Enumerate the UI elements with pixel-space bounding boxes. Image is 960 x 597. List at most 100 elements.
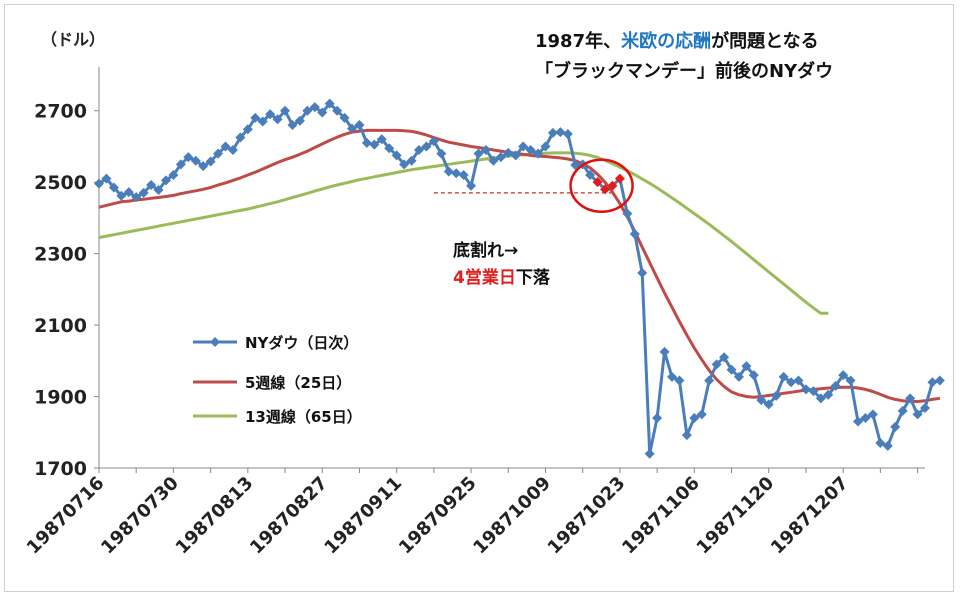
dow-marker <box>146 180 157 191</box>
annotation-line2: 4営業日下落 <box>453 263 550 288</box>
dow-marker <box>369 139 380 150</box>
dow-marker <box>547 127 558 138</box>
dow-marker <box>696 409 707 420</box>
dow-marker <box>116 190 127 201</box>
dow-marker <box>168 170 179 181</box>
dow-marker <box>927 377 938 388</box>
line-chart: 1700 1900 2100 2300 2500 2700 1987071619870730… <box>23 67 945 559</box>
dow-marker <box>533 148 544 159</box>
dow-marker <box>220 141 231 152</box>
dow-marker <box>175 159 186 170</box>
drop-marker <box>600 184 611 195</box>
x-tick-label: 19871106 <box>618 473 704 559</box>
x-tick-label: 19870925 <box>395 473 481 559</box>
drop-marker <box>614 173 625 184</box>
dow-marker <box>413 145 424 156</box>
dow-marker <box>131 192 142 203</box>
dow-marker <box>108 182 119 193</box>
annotation-line1: 底割れ→ <box>453 241 519 261</box>
dow-marker <box>905 393 916 404</box>
dow-marker <box>317 107 328 118</box>
dow-marker <box>287 120 298 131</box>
dow-marker <box>198 161 209 172</box>
dow-marker <box>294 115 305 126</box>
legend-label: 13週線（65日） <box>245 408 362 426</box>
y-tick-label: 1700 <box>34 458 87 480</box>
y-tick-label: 1900 <box>34 387 87 409</box>
dow-marker <box>354 120 365 131</box>
dow-marker <box>451 168 462 179</box>
dow-marker <box>361 137 372 148</box>
dow-marker <box>495 152 506 163</box>
dow-marker <box>443 166 454 177</box>
x-tick-label: 19871207 <box>767 473 853 559</box>
dow-marker <box>480 145 491 156</box>
dow-marker <box>280 105 291 116</box>
legend-marker <box>210 337 220 347</box>
dow-marker <box>376 134 387 145</box>
dow-marker <box>637 267 648 278</box>
chart-title-line1: 1987年、米欧の応酬が問題となる <box>535 27 819 53</box>
dow-marker <box>786 377 797 388</box>
y-axis-label: （ドル） <box>41 30 106 49</box>
legend-label: NYダウ（日次） <box>245 334 358 352</box>
dow-marker <box>339 112 350 123</box>
y-tick-label: 2100 <box>34 315 87 337</box>
dow-marker <box>867 409 878 420</box>
y-tick-label: 2500 <box>34 172 87 194</box>
chart-frame: 1700 1900 2100 2300 2500 2700 19870716 19870730… <box>4 4 954 592</box>
dow-marker <box>704 375 715 386</box>
dow-marker <box>681 430 692 441</box>
dow-marker <box>666 371 677 382</box>
dow-marker <box>815 393 826 404</box>
dow-marker <box>823 389 834 400</box>
title-emphasis: 米欧の応酬 <box>621 31 712 52</box>
dow-marker <box>250 112 261 123</box>
dow-marker <box>235 132 246 143</box>
dow-marker <box>94 178 104 189</box>
dow-marker <box>652 412 663 423</box>
x-tick-label: 19870716 <box>23 473 109 559</box>
dow-marker <box>518 141 529 152</box>
dow-marker <box>659 346 670 357</box>
dow-marker <box>555 127 566 138</box>
dow-marker <box>421 141 432 152</box>
drop-marker <box>607 180 618 191</box>
dow-marker <box>324 98 335 109</box>
chart-title-line2: 「ブラックマンデー」前後のNYダウ <box>535 61 834 82</box>
dow-marker <box>257 116 268 127</box>
drop-marker <box>592 177 603 188</box>
dow-marker <box>741 361 752 372</box>
x-tick-label: 19871023 <box>544 473 630 559</box>
x-tick-label: 19871120 <box>693 473 779 559</box>
dow-marker <box>183 152 194 163</box>
dow-marker <box>458 170 469 181</box>
dow-marker <box>265 109 276 120</box>
dow-marker <box>934 375 945 386</box>
dow-marker <box>733 371 744 382</box>
annotation-emphasis: 4営業日 <box>453 268 516 288</box>
dow-marker <box>123 187 134 198</box>
dow-marker <box>778 371 789 382</box>
dow-marker <box>205 156 216 167</box>
dow-marker <box>428 136 439 147</box>
dow-marker <box>830 380 841 391</box>
dow-marker <box>711 359 722 370</box>
dow-marker <box>562 128 573 139</box>
dow-marker <box>138 187 149 198</box>
title-pre: 1987年、 <box>535 31 622 52</box>
dow-marker <box>808 386 819 397</box>
y-tick-label: 2300 <box>34 244 87 266</box>
dow-marker <box>488 155 499 166</box>
series-5week-line <box>98 128 941 403</box>
dow-marker <box>101 173 112 184</box>
dow-marker <box>153 185 164 196</box>
dow-marker <box>719 352 730 363</box>
dow-marker <box>190 155 201 166</box>
y-tick-label: 2700 <box>34 101 87 123</box>
dow-marker <box>391 150 402 161</box>
dow-marker <box>466 180 477 191</box>
dow-marker <box>912 409 923 420</box>
dow-marker <box>689 412 700 423</box>
dow-marker <box>585 170 596 181</box>
